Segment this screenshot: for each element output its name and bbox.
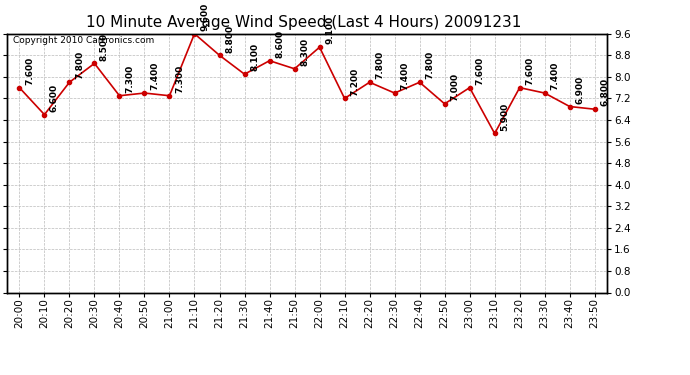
Text: 6.800: 6.800: [600, 78, 609, 106]
Text: 10 Minute Average Wind Speed (Last 4 Hours) 20091231: 10 Minute Average Wind Speed (Last 4 Hou…: [86, 15, 521, 30]
Text: 8.500: 8.500: [100, 33, 109, 61]
Text: 9.100: 9.100: [325, 16, 334, 45]
Text: 7.400: 7.400: [150, 62, 159, 90]
Text: 7.000: 7.000: [450, 73, 459, 101]
Text: 7.300: 7.300: [175, 65, 184, 93]
Text: 5.900: 5.900: [500, 102, 509, 131]
Text: 8.600: 8.600: [275, 30, 284, 58]
Text: 7.800: 7.800: [375, 51, 384, 80]
Text: Copyright 2010 Cartronics.com: Copyright 2010 Cartronics.com: [13, 36, 154, 45]
Text: 6.900: 6.900: [575, 75, 584, 104]
Text: 6.600: 6.600: [50, 84, 59, 112]
Text: 9.600: 9.600: [200, 3, 209, 31]
Text: 8.100: 8.100: [250, 43, 259, 71]
Text: 7.400: 7.400: [400, 62, 409, 90]
Text: 8.300: 8.300: [300, 38, 309, 66]
Text: 7.600: 7.600: [25, 57, 34, 85]
Text: 7.600: 7.600: [525, 57, 534, 85]
Text: 7.800: 7.800: [75, 51, 84, 80]
Text: 8.800: 8.800: [225, 24, 234, 52]
Text: 7.200: 7.200: [350, 68, 359, 96]
Text: 7.600: 7.600: [475, 57, 484, 85]
Text: 7.400: 7.400: [550, 62, 559, 90]
Text: 7.300: 7.300: [125, 65, 134, 93]
Text: 7.800: 7.800: [425, 51, 434, 80]
